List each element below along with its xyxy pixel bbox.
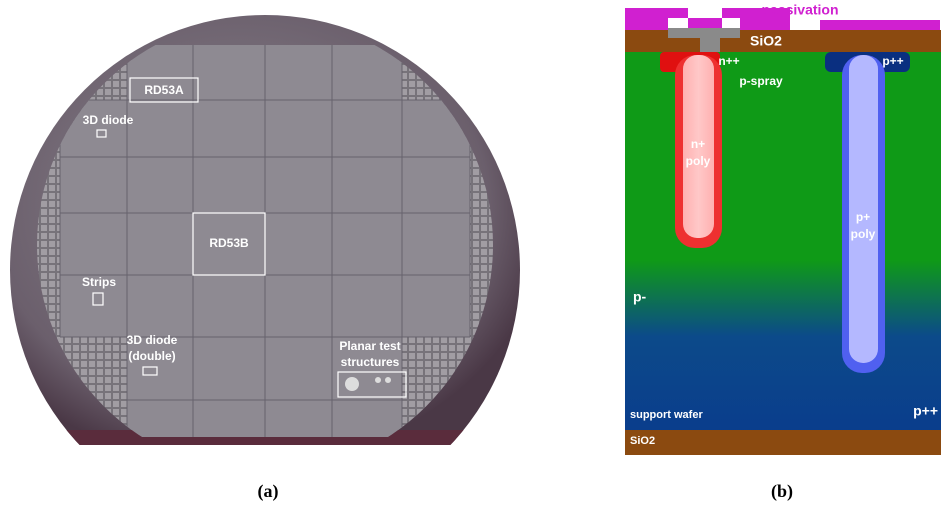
label: p- [633,289,647,305]
caption: (b) [771,481,793,502]
caption: (a) [258,481,279,502]
label: p++ [913,403,938,419]
label: RD53B [209,236,249,250]
label: poly [851,227,876,241]
label: Strips [82,275,116,289]
label: p++ [882,54,903,68]
label: support wafer [630,409,703,421]
label: 3D diode [127,333,178,347]
label: (double) [128,349,175,363]
label: 3D diode [83,113,134,127]
label: SiO2 [750,33,782,49]
label: n++ [718,54,739,68]
label: Planar test [339,339,400,353]
label: p+ [856,210,870,224]
label: p-spray [739,74,783,88]
wafer-photo: RD53A 3D diode RD53B Strips 3D diode (do… [0,0,530,502]
label: n+ [691,137,705,151]
label: passivation [761,2,838,18]
label: SiO2 [630,435,655,447]
label: structures [341,355,400,369]
label: RD53A [144,83,184,97]
cross-section: passivation SiO2 n++ p-spray p++ n+ poly… [625,2,941,502]
label: poly [686,154,711,168]
figure: RD53A 3D diode RD53B Strips 3D diode (do… [0,0,941,505]
